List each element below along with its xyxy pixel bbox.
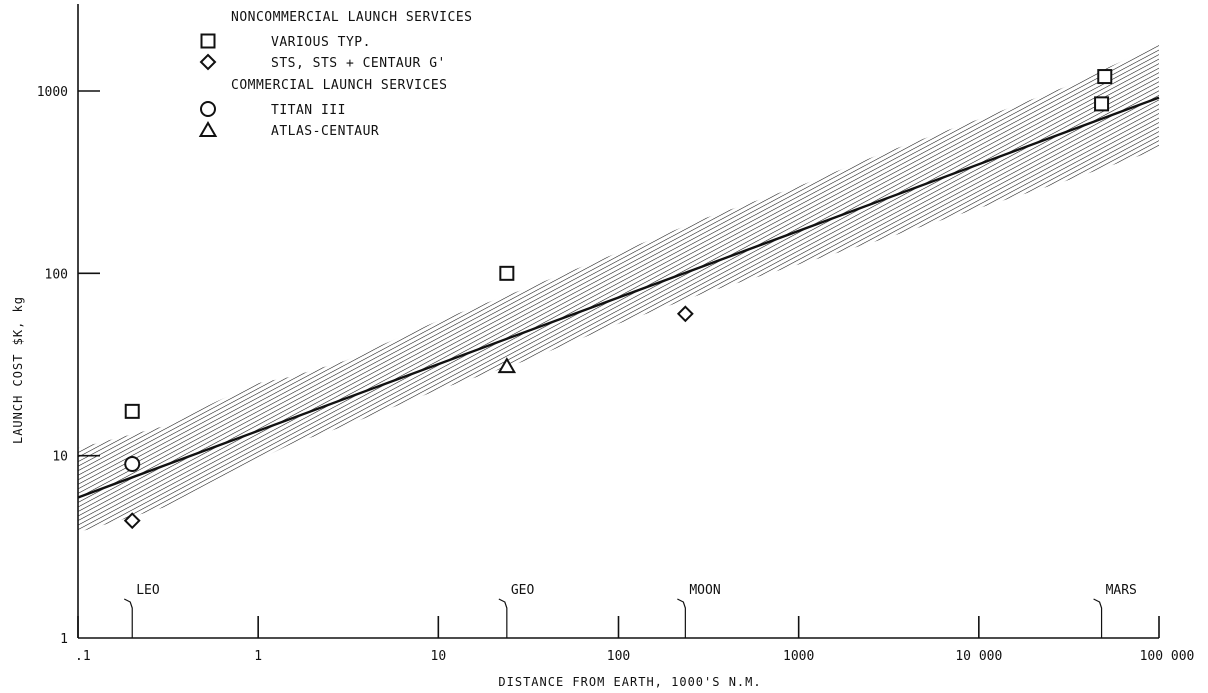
- legend-circle-icon: [200, 101, 216, 117]
- x-tick-label: 10 000: [955, 649, 1002, 664]
- x-axis-title: DISTANCE FROM EARTH, 1000'S N.M.: [498, 675, 761, 689]
- y-axis-ticks: 1 10 100 1000: [37, 85, 100, 647]
- legend-triangle-icon: [198, 120, 218, 137]
- x-tick-label: .1: [75, 649, 91, 664]
- annotation-label: GEO: [511, 583, 535, 598]
- legend-square-icon: [200, 33, 216, 49]
- legend-label: VARIOUS TYP.: [271, 35, 371, 50]
- plot-area: LEO GEO MOON MARS: [77, 44, 1160, 638]
- legend-label: TITAN III: [271, 103, 346, 118]
- circle-data-point: [124, 456, 141, 473]
- y-tick-label: 1000: [37, 85, 68, 100]
- data-markers: [123, 69, 1113, 530]
- x-tick-label: 100 000: [1140, 649, 1195, 664]
- annotation-moon: MOON: [677, 583, 721, 638]
- annotation-label: LEO: [136, 583, 160, 598]
- y-axis-title: LAUNCH COST $K, kg: [11, 296, 25, 444]
- annotation-leader: [1093, 598, 1103, 638]
- annotation-leader: [498, 598, 508, 638]
- x-axis-ticks: .1 1 10 100 1000 10 000 100 000: [75, 616, 1194, 664]
- uncertainty-band: [78, 44, 1159, 533]
- square-data-point: [499, 265, 515, 281]
- annotation-geo: GEO: [498, 583, 535, 638]
- legend-heading: COMMERCIAL LAUNCH SERVICES: [231, 78, 448, 93]
- square-data-point: [124, 403, 140, 419]
- y-tick-label: 10: [52, 450, 68, 465]
- x-tick-label: 100: [607, 649, 630, 664]
- square-data-point: [1094, 96, 1110, 112]
- annotation-leo: LEO: [123, 583, 160, 638]
- x-tick-label: 1: [254, 649, 262, 664]
- annotation-mars: MARS: [1093, 583, 1137, 638]
- legend-diamond-icon: [199, 53, 217, 71]
- triangle-data-point: [497, 357, 517, 374]
- x-tick-label: 10: [431, 649, 447, 664]
- x-tick-label: 1000: [783, 649, 814, 664]
- diamond-data-point: [123, 512, 141, 530]
- y-tick-label: 1: [60, 632, 68, 647]
- annotation-label: MARS: [1106, 583, 1137, 598]
- trend-line: [77, 96, 1160, 499]
- diamond-data-point: [676, 305, 694, 323]
- legend-heading: NONCOMMERCIAL LAUNCH SERVICES: [231, 10, 472, 25]
- y-tick-label: 100: [45, 267, 68, 282]
- annotation-leader: [677, 598, 686, 638]
- square-data-point: [1097, 69, 1113, 85]
- annotation-leader: [123, 598, 133, 638]
- orbit-annotations: LEO GEO MOON MARS: [123, 583, 1137, 638]
- legend-label: ATLAS-CENTAUR: [271, 124, 379, 139]
- legend-label: STS, STS + CENTAUR G': [271, 56, 446, 71]
- axes: .1 1 10 100 1000 10 000 100 000 1 10 100 1000: [37, 4, 1194, 664]
- legend: NONCOMMERCIAL LAUNCH SERVICES VARIOUS TYP…: [198, 10, 472, 139]
- annotation-label: MOON: [689, 583, 720, 598]
